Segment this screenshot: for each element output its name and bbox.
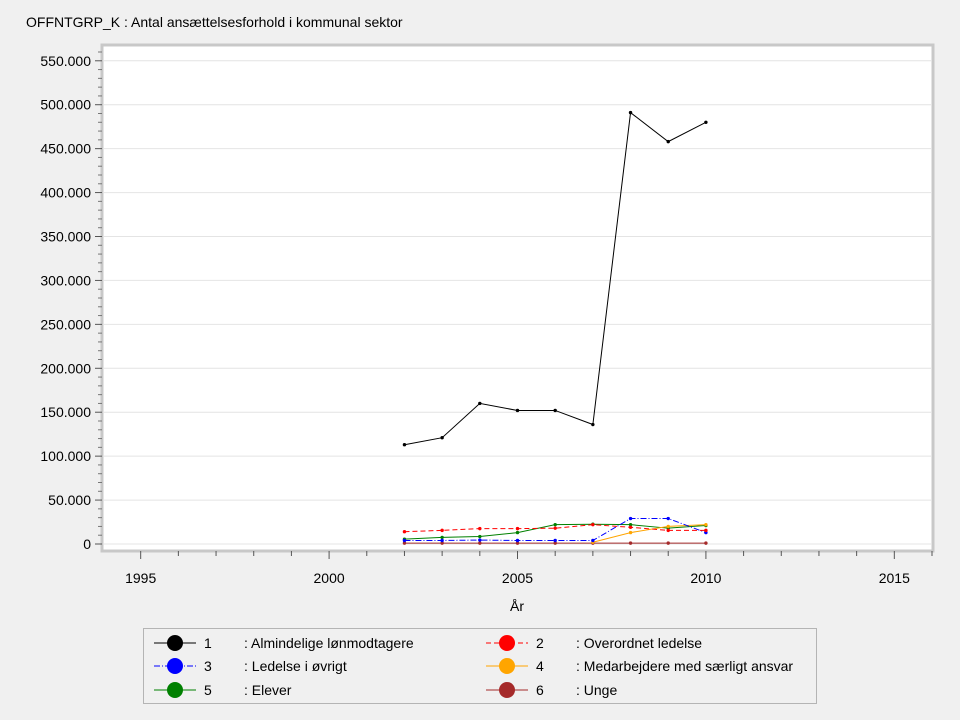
legend-label: : Unge: [576, 682, 618, 698]
legend-item-6: 6 : Unge: [484, 679, 617, 701]
data-point: [591, 522, 595, 527]
legend-code: 5: [204, 682, 212, 698]
data-point: [478, 534, 482, 539]
data-point: [666, 524, 670, 529]
data-point: [553, 408, 557, 413]
legend-swatch: [152, 656, 198, 676]
series-3: [402, 516, 708, 543]
data-point: [704, 528, 708, 533]
legend-label: : Almindelige lønmodtagere: [244, 635, 414, 651]
x-tick-label: 2015: [879, 570, 910, 586]
data-point: [553, 541, 557, 545]
data-point: [402, 541, 407, 545]
data-point: [515, 408, 520, 413]
data-point: [628, 541, 633, 545]
legend-code: 1: [204, 635, 212, 651]
legend-item-5: 5 : Elever: [152, 679, 291, 701]
data-point: [402, 443, 407, 447]
data-point: [628, 516, 633, 521]
legend-label: : Elever: [244, 682, 292, 698]
data-point: [478, 541, 482, 545]
data-point: [515, 526, 520, 531]
chart-title: OFFNTGRP_K : Antal ansættelsesforhold i …: [26, 14, 403, 30]
data-point: [478, 526, 482, 531]
data-point: [666, 139, 670, 144]
data-point: [440, 541, 444, 545]
legend-label: : Medarbejdere med særligt ansvar: [576, 658, 794, 674]
x-axis-label: År: [510, 598, 524, 614]
legend-code: 2: [536, 635, 544, 651]
x-tick-label: 2010: [690, 570, 721, 586]
data-point: [591, 422, 595, 427]
data-point: [440, 435, 444, 440]
x-tick-label: 2000: [314, 570, 345, 586]
axes: 0 50.000 100.000 150.000 200.000 250.000 300.0…: [40, 51, 933, 586]
data-point: [515, 541, 520, 545]
legend-swatch: [484, 633, 530, 653]
y-tick-label: 0: [83, 536, 91, 552]
y-tick-label: 200.000: [40, 360, 91, 376]
data-point: [478, 401, 482, 406]
legend-item-3: 3 : Ledelse i øvrigt: [152, 655, 347, 677]
x-tick-label: 1995: [125, 570, 156, 586]
data-point: [440, 528, 444, 533]
data-point: [515, 538, 520, 543]
legend-label: : Overordnet ledelse: [576, 635, 703, 651]
series-1: [402, 110, 708, 447]
legend-code: 6: [536, 682, 544, 698]
data-point: [704, 120, 708, 124]
legend-swatch: [152, 633, 198, 653]
plot-area: [100, 43, 935, 553]
series-layer: [402, 110, 708, 545]
x-tick-label: 2005: [502, 570, 533, 586]
y-tick-label: 150.000: [40, 404, 91, 420]
data-point: [628, 525, 633, 530]
y-tick-label: 400.000: [40, 185, 91, 201]
legend-swatch: [484, 656, 530, 676]
y-tick-label: 300.000: [40, 272, 91, 288]
y-tick-label: 450.000: [40, 141, 91, 157]
legend-swatch: [484, 680, 530, 700]
data-point: [553, 538, 557, 543]
data-point: [704, 541, 708, 545]
legend-item-4: 4 : Medarbejdere med særligt ansvar: [484, 655, 793, 677]
series-line: [404, 518, 707, 541]
data-point: [440, 538, 444, 543]
legend-item-1: 1 : Almindelige lønmodtagere: [152, 632, 414, 654]
data-point: [704, 522, 708, 527]
y-tick-label: 550.000: [40, 53, 91, 69]
data-point: [478, 538, 482, 542]
data-point: [591, 538, 595, 543]
y-tick-label: 50.000: [48, 492, 91, 508]
y-tick-label: 250.000: [40, 316, 91, 332]
legend: 1 : Almindelige lønmodtagere 2 : Overordnet…: [143, 628, 817, 704]
series-line: [404, 524, 706, 533]
data-point: [515, 530, 520, 535]
y-tick-label: 100.000: [40, 448, 91, 464]
data-point: [402, 538, 407, 543]
data-point: [666, 516, 670, 521]
data-point: [628, 110, 633, 115]
data-point: [666, 528, 670, 533]
data-point: [553, 522, 557, 527]
series-2: [402, 522, 708, 534]
y-tick-label: 350.000: [40, 229, 91, 245]
data-point: [402, 530, 407, 534]
data-point: [666, 541, 670, 545]
legend-swatch: [152, 680, 198, 700]
legend-code: 3: [204, 658, 212, 674]
data-point: [440, 535, 444, 540]
y-tick-label: 500.000: [40, 97, 91, 113]
data-point: [628, 522, 633, 527]
legend-item-2: 2 : Overordnet ledelse: [484, 632, 702, 654]
legend-label: : Ledelse i øvrigt: [244, 658, 347, 674]
data-point: [628, 530, 633, 535]
data-point: [553, 526, 557, 530]
legend-code: 4: [536, 658, 544, 674]
